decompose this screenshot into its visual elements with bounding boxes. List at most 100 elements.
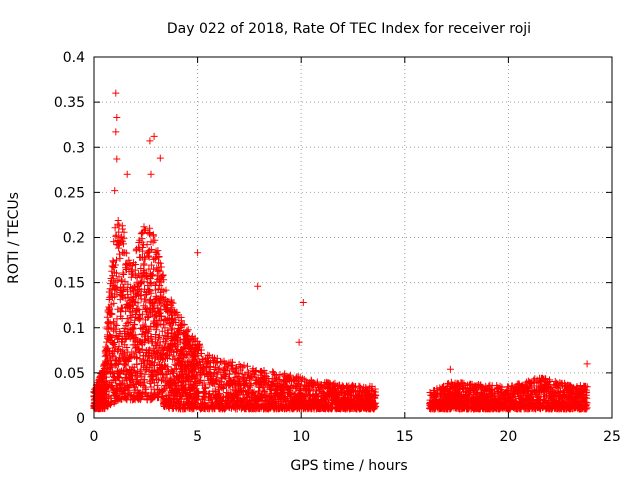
data-point [147,271,155,279]
data-point [140,261,148,269]
data-point [109,352,117,360]
data-point [249,372,257,380]
data-point [137,394,145,402]
data-point [285,373,293,381]
data-point [259,383,267,391]
data-point [109,384,116,392]
data-point [161,362,169,370]
data-point [128,262,136,269]
data-point [211,377,219,385]
y-tick-label: 0.1 [63,321,85,337]
data-point [104,344,112,352]
y-tick-label: 0.05 [54,366,85,382]
chart-title: Day 022 of 2018, Rate Of TEC Index for r… [167,21,531,37]
data-point [190,336,198,344]
data-point [119,381,127,389]
data-point [205,390,213,398]
data-point [157,263,165,271]
data-point [145,286,153,293]
data-point [108,334,116,342]
data-point [197,346,205,354]
data-point [204,351,212,359]
data-point [177,313,185,321]
data-point [113,114,121,121]
data-point [120,234,128,242]
data-point [138,345,146,353]
x-tick-label: 20 [499,429,517,445]
data-point [152,254,160,262]
data-point [116,370,124,378]
y-tick-label: 0.4 [63,50,85,66]
data-point [108,310,116,318]
data-point [143,241,151,249]
data-point [132,261,140,268]
data-point [112,128,120,136]
data-point [113,322,121,329]
data-point [115,342,123,350]
data-point [147,289,155,297]
data-point [140,223,148,231]
data-point [240,361,248,369]
data-point [150,265,158,273]
data-point [136,280,144,287]
data-point [252,367,260,374]
data-point [191,366,199,374]
data-point [243,378,250,386]
data-point [131,320,138,328]
data-point [164,352,172,360]
data-point [119,225,127,233]
data-point [200,379,208,387]
data-point [180,344,188,352]
data-point [112,382,120,390]
data-point [245,369,252,377]
data-point [155,317,163,325]
data-point [158,377,165,385]
data-point [147,170,155,178]
data-point [153,321,161,329]
data-point [169,299,177,307]
data-point [146,137,154,145]
data-point [117,276,125,284]
data-point [446,365,454,373]
data-point [583,360,591,368]
x-tick-label: 25 [603,429,621,445]
data-point [155,253,163,261]
data-point [113,155,121,163]
data-point [107,394,115,402]
data-point [196,377,204,385]
data-point [118,304,126,312]
data-point [121,294,129,302]
data-point [112,89,120,97]
data-point [159,272,167,280]
data-point [141,322,149,330]
y-tick-label: 0.35 [54,95,85,111]
data-point [212,376,220,384]
data-point [120,228,128,236]
data-point [156,267,164,275]
data-point [140,278,148,286]
data-point [299,299,307,306]
data-point [144,249,152,257]
data-point [205,352,213,360]
data-point [123,344,131,351]
data-point [286,371,294,379]
x-tick-label: 15 [396,429,414,445]
data-point [251,371,258,379]
data-point [126,319,134,326]
data-point [155,334,162,341]
data-point [174,331,182,339]
x-axis-label: GPS time / hours [290,458,407,474]
data-point [250,388,258,396]
data-point [141,255,149,263]
data-point [134,299,142,307]
data-point [113,269,120,277]
data-point [154,247,162,255]
data-point [123,315,131,323]
data-point [126,391,134,399]
data-point [116,254,124,262]
data-point [128,309,136,317]
data-point [162,339,170,347]
data-point [137,292,145,300]
y-tick-label: 0.15 [54,276,85,292]
data-point [135,306,143,314]
